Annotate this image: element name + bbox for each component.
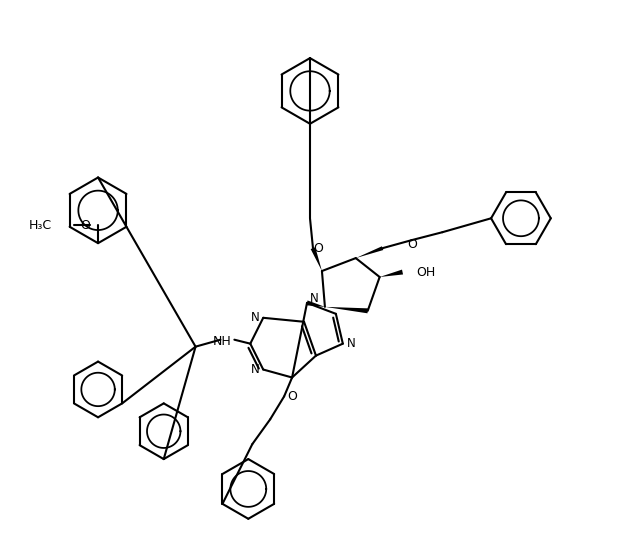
Text: H₃C: H₃C <box>29 219 53 232</box>
Text: OH: OH <box>417 266 436 279</box>
Polygon shape <box>325 307 368 314</box>
Text: N: N <box>310 292 319 305</box>
Text: N: N <box>250 363 259 376</box>
Polygon shape <box>379 270 403 277</box>
Text: NH: NH <box>213 335 231 348</box>
Text: O: O <box>287 390 297 403</box>
Text: O: O <box>80 219 90 232</box>
Polygon shape <box>311 247 322 271</box>
Text: N: N <box>250 311 259 324</box>
Text: N: N <box>347 337 355 350</box>
Polygon shape <box>307 300 325 307</box>
Text: O: O <box>313 242 323 255</box>
Polygon shape <box>356 246 383 258</box>
Text: O: O <box>407 237 417 251</box>
